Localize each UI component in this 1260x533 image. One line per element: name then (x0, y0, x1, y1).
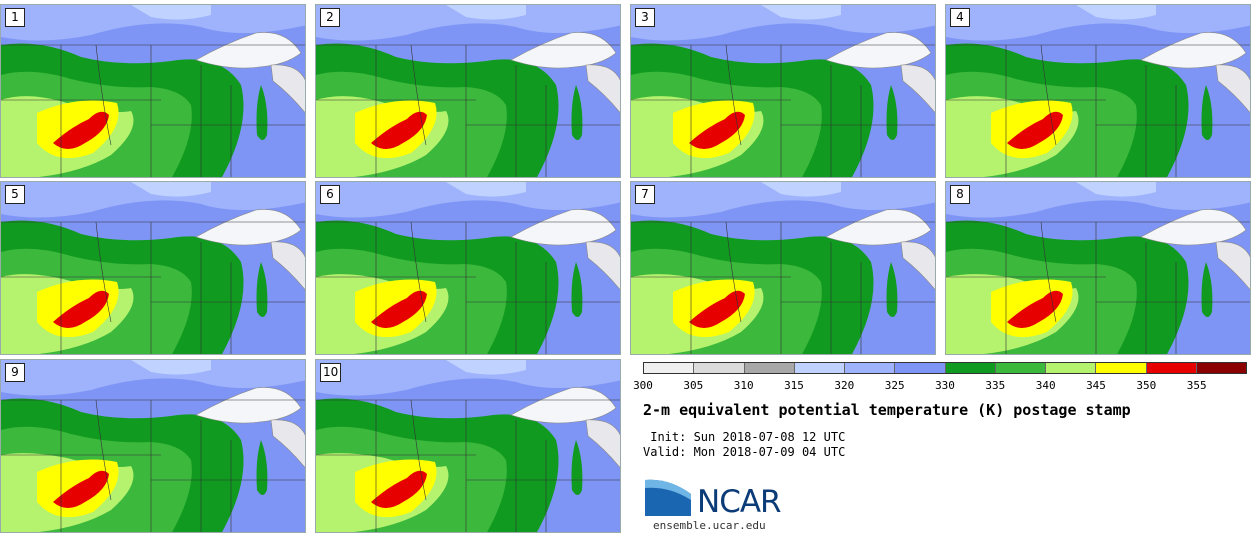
panel-number-label: 6 (320, 185, 340, 204)
colorbar-tick-label: 330 (935, 379, 955, 392)
panel-number-label: 2 (320, 8, 340, 27)
map-panel: 3 (630, 4, 936, 178)
colorbar-tick-label: 320 (834, 379, 855, 392)
colorbar-tick-label: 300 (633, 379, 653, 392)
website-link[interactable]: ensemble.ucar.edu (653, 519, 766, 532)
colorbar-tick-label: 305 (683, 379, 704, 392)
ncar-logo-icon (645, 479, 691, 516)
colorbar-tick-label: 310 (733, 379, 754, 392)
map-panel: 9 (0, 359, 306, 533)
panel-number-label: 10 (320, 363, 342, 382)
ncar-logo-text: NCAR (697, 484, 782, 520)
colorbar-tick-label: 355 (1186, 379, 1207, 392)
colorbar-tick-label: 335 (985, 379, 1006, 392)
colorbar-segment (694, 363, 745, 373)
valid-time: Valid: Mon 2018-07-09 04 UTC (643, 445, 846, 459)
colorbar-segment (1046, 363, 1097, 373)
colorbar-segment (845, 363, 896, 373)
map-panel: 4 (945, 4, 1251, 178)
map-panel: 2 (315, 4, 621, 178)
panel-number-label: 8 (950, 185, 970, 204)
colorbar-tick-label: 350 (1136, 379, 1157, 392)
colorbar-segment (744, 363, 795, 373)
panel-number-label: 5 (5, 185, 25, 204)
panel-number-label: 7 (635, 185, 655, 204)
colorbar-tick-label: 315 (784, 379, 804, 392)
colorbar-segment (1146, 363, 1197, 373)
colorbar-tick-label: 325 (884, 379, 905, 392)
map-panel: 5 (0, 181, 306, 355)
colorbar-ticks: 300 305 310 315 320 325 330 335 340 345 350 355 (633, 379, 1247, 393)
colorbar-segment (945, 363, 996, 373)
colorbar-segment (895, 363, 946, 373)
colorbar-segment (1196, 363, 1246, 373)
panel-number-label: 1 (5, 8, 25, 27)
init-time: Init: Sun 2018-07-08 12 UTC (643, 430, 846, 444)
panel-number-label: 9 (5, 363, 25, 382)
colorbar-segment (794, 363, 845, 373)
map-panel: 7 (630, 181, 936, 355)
map-panel: 6 (315, 181, 621, 355)
colorbar-segment (644, 363, 695, 373)
map-panel: 1 (0, 4, 306, 178)
colorbar (643, 362, 1247, 374)
colorbar-segment (995, 363, 1046, 373)
colorbar-tick-label: 345 (1086, 379, 1106, 392)
panel-number-label: 3 (635, 8, 655, 27)
figure-title: 2-m equivalent potential temperature (K)… (643, 401, 1131, 419)
panel-number-label: 4 (950, 8, 970, 27)
colorbar-tick-label: 340 (1035, 379, 1056, 392)
map-panel: 10 (315, 359, 621, 533)
colorbar-segment (1096, 363, 1147, 373)
map-panel: 8 (945, 181, 1251, 355)
